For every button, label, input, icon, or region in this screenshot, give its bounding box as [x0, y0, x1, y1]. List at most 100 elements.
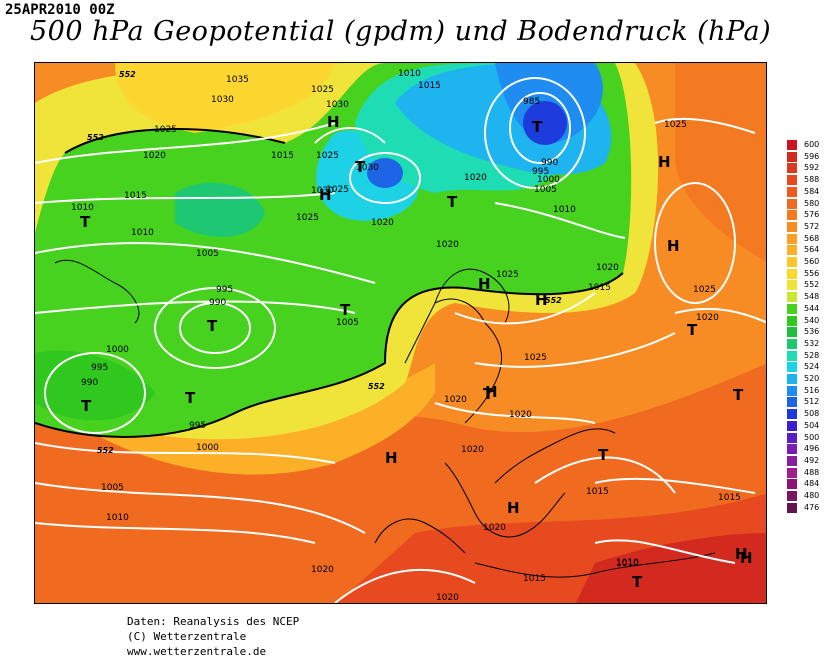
legend-swatch: [787, 338, 797, 349]
low-pressure-center: T: [80, 213, 91, 231]
legend-swatch: [787, 245, 797, 256]
map-title: 500 hPa Geopotential (gpdm) und Bodendru…: [30, 16, 772, 47]
pressure-label: 1010: [616, 559, 639, 569]
pressure-label: 1025: [693, 285, 716, 295]
contour-552: [35, 128, 624, 438]
legend-swatch: [787, 409, 797, 420]
legend-swatch: [787, 374, 797, 384]
high-pressure-center: H: [319, 186, 332, 204]
pressure-label: 1020: [464, 173, 487, 183]
legend-swatch: [787, 303, 797, 314]
pressure-label: 1025: [524, 353, 547, 363]
pressure-label: 1010: [71, 203, 94, 213]
high-pressure-center: H: [385, 449, 398, 467]
high-pressure-center: H: [658, 153, 671, 171]
pressure-label: 1010: [106, 513, 129, 523]
legend-label: 540: [804, 315, 820, 325]
legend-swatch: [787, 467, 797, 478]
pressure-label: 1015: [718, 493, 741, 503]
footer-url: www.wetterzentrale.de: [127, 645, 267, 658]
pressure-label: 1015: [586, 487, 609, 497]
legend-swatch: [787, 140, 797, 150]
pressure-label: 1020: [461, 445, 484, 455]
low-pressure-center: T: [355, 158, 366, 176]
legend-label: 520: [804, 374, 820, 383]
legend-swatch: [787, 502, 797, 513]
low-pressure-center: T: [81, 397, 92, 415]
pressure-label: 1025: [664, 120, 687, 130]
legend-label: 528: [804, 350, 820, 360]
legend-label: 512: [804, 397, 820, 407]
high-pressure-center: H: [735, 545, 748, 563]
legend-swatch: [787, 479, 797, 490]
legend-label: 552: [804, 280, 820, 290]
pressure-label: 1035: [226, 75, 249, 85]
legend-label: 576: [804, 210, 820, 220]
legend-label: 480: [804, 491, 820, 500]
pressure-label: 1020: [143, 151, 166, 161]
contour-552-label: 552: [97, 446, 114, 455]
pressure-label: 990: [541, 158, 559, 168]
legend-label: 484: [804, 479, 820, 489]
contour-552-label: 552: [119, 70, 136, 79]
legend-label: 592: [804, 163, 820, 173]
high-pressure-center: H: [507, 499, 520, 517]
pressure-label: 1000: [537, 175, 560, 185]
pressure-label: 1015: [124, 191, 147, 201]
pressure-label: 1010: [616, 558, 639, 568]
pressure-label: 1015: [523, 574, 546, 584]
legend-label: 596: [804, 151, 820, 161]
legend-label: 476: [804, 502, 820, 512]
pressure-label: 1020: [311, 565, 334, 575]
pressure-label: 985: [523, 97, 541, 107]
contour-552-label: 552: [368, 382, 385, 391]
isobars: [35, 77, 766, 603]
pressure-label: 1010: [398, 69, 421, 79]
legend-swatch: [787, 163, 797, 174]
pressure-label: 1005: [336, 318, 359, 328]
legend-swatch: [787, 151, 797, 162]
pressure-label: 990: [209, 298, 227, 308]
contour-552-label: 552: [545, 296, 562, 305]
legend-swatch: [787, 455, 797, 466]
pressure-label: 1030: [356, 163, 379, 173]
pressure-label: 1020: [696, 313, 719, 323]
legend-label: 492: [804, 455, 820, 465]
low-pressure-center: T: [532, 118, 543, 136]
legend-label: 560: [804, 257, 820, 266]
low-pressure-center: T: [733, 386, 744, 404]
pressure-label: 1015: [418, 81, 441, 91]
low-pressure-center: T: [185, 389, 196, 407]
legend-swatch: [787, 175, 797, 186]
low-pressure-center: T: [632, 573, 643, 591]
legend-label: 536: [804, 327, 820, 337]
contour-552-label: 552: [87, 133, 104, 142]
pressure-label: 1005: [534, 185, 557, 195]
legend-swatch: [787, 432, 797, 443]
pressure-label: 1020: [596, 263, 619, 273]
legend-label: 580: [804, 198, 820, 208]
legend-swatch: [787, 385, 797, 396]
legend-swatch: [787, 350, 797, 361]
pressure-label: 1005: [196, 249, 219, 259]
legend-swatch: [787, 233, 797, 244]
high-pressure-center: H: [485, 383, 498, 401]
legend-swatch: [787, 221, 797, 232]
map-footer: Daten: Reanalysis des NCEP (C) Wetterzen…: [127, 614, 299, 659]
high-pressure-center: H: [478, 275, 491, 293]
legend-swatch: [787, 397, 797, 408]
legend-label: 532: [804, 338, 820, 348]
pressure-label: 1030: [211, 95, 234, 105]
legend-swatch: [787, 362, 797, 373]
legend-swatch: [787, 280, 797, 291]
legend-swatch: [787, 315, 797, 326]
pressure-label: 1030: [311, 186, 334, 196]
legend-label: 508: [804, 409, 820, 419]
legend-swatch: [787, 257, 797, 267]
pressure-label: 995: [216, 285, 234, 295]
legend-label: 496: [804, 444, 820, 454]
legend-swatch: [787, 292, 797, 303]
weather-map: 1035 1030 1025 1020 1025 1030 1015 1025 1010 1015…: [34, 62, 767, 604]
legend-label: 504: [804, 420, 820, 430]
pressure-label: 1010: [553, 205, 576, 215]
